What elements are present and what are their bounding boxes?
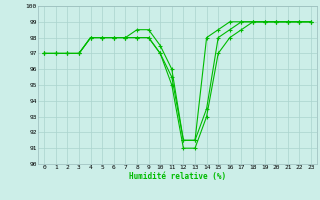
X-axis label: Humidité relative (%): Humidité relative (%) [129, 172, 226, 181]
